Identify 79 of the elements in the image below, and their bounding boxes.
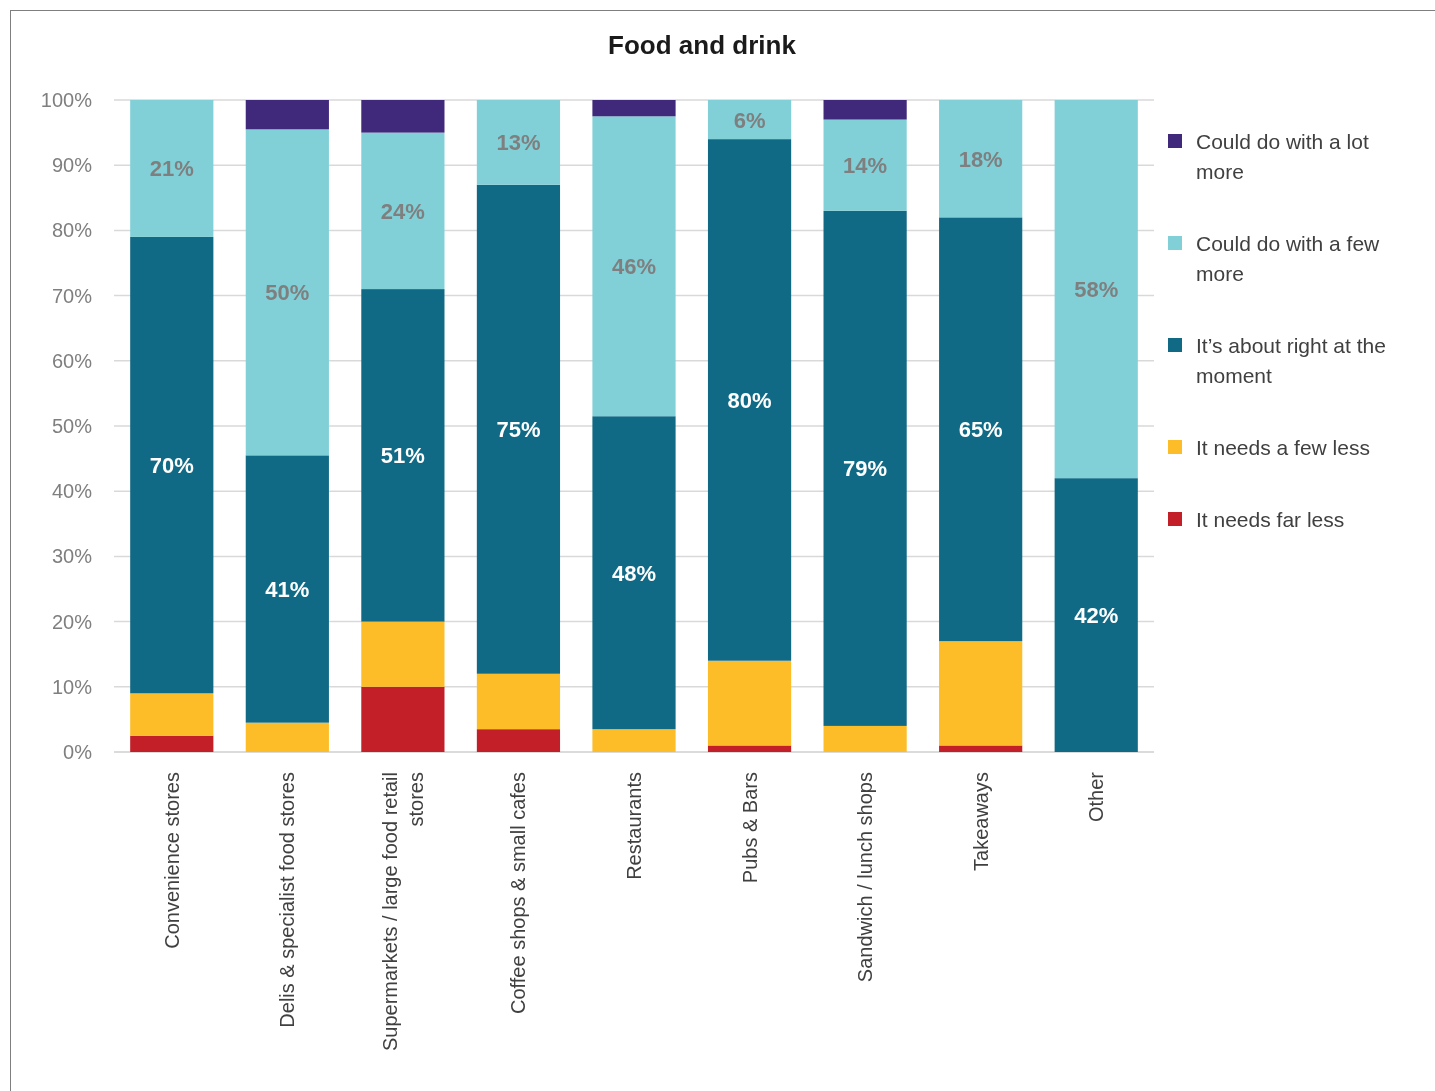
data-label: 41% bbox=[265, 576, 310, 602]
bar bbox=[592, 729, 676, 752]
bar bbox=[476, 184, 561, 674]
bar bbox=[707, 139, 792, 661]
bar bbox=[130, 236, 214, 694]
y-tick-label: 30% bbox=[51, 545, 93, 568]
x-tick-label: Delis & specialist food stores bbox=[276, 772, 299, 1028]
x-tick-label: Coffee shops & small cafes bbox=[507, 772, 530, 1014]
bar bbox=[130, 100, 214, 237]
bar bbox=[823, 725, 907, 752]
data-label: 50% bbox=[265, 279, 310, 305]
bar bbox=[939, 100, 1023, 218]
bar bbox=[823, 210, 907, 726]
bar bbox=[939, 217, 1023, 642]
bar bbox=[1054, 100, 1138, 479]
bar bbox=[823, 119, 907, 211]
chart-title: Food and drink bbox=[608, 30, 797, 60]
bar bbox=[939, 745, 1023, 752]
bar bbox=[939, 641, 1023, 746]
x-tick-label: Convenience stores bbox=[160, 772, 183, 949]
bar bbox=[823, 100, 907, 120]
x-tick-label: Pubs & Bars bbox=[738, 772, 761, 884]
data-label: 42% bbox=[1074, 602, 1119, 628]
bar bbox=[476, 100, 561, 185]
bar bbox=[707, 100, 792, 140]
data-label: 58% bbox=[1074, 276, 1119, 302]
y-tick-label: 80% bbox=[51, 219, 93, 242]
bar bbox=[707, 745, 792, 752]
legend-label: It needs a few less bbox=[1196, 435, 1370, 459]
data-label: 70% bbox=[149, 452, 194, 478]
bar bbox=[130, 735, 214, 752]
bar bbox=[245, 129, 329, 456]
y-tick-label: 10% bbox=[51, 675, 93, 698]
bar bbox=[361, 132, 445, 290]
bar bbox=[592, 116, 676, 417]
x-tick-label: Supermarkets / large food retail stores bbox=[378, 772, 427, 1052]
y-tick-label: 70% bbox=[51, 284, 93, 307]
y-tick-label: 100% bbox=[40, 89, 93, 111]
bar bbox=[130, 693, 214, 736]
bar bbox=[361, 100, 445, 133]
data-label: 46% bbox=[611, 253, 657, 279]
data-label: 18% bbox=[958, 146, 1003, 172]
x-tick-label: Restaurants bbox=[623, 772, 645, 880]
data-label: 65% bbox=[958, 416, 1003, 442]
data-label: 80% bbox=[727, 387, 772, 413]
bar bbox=[245, 722, 329, 752]
x-tick-label: Takeaways bbox=[969, 772, 992, 871]
data-label: 21% bbox=[149, 155, 194, 181]
bar bbox=[592, 100, 676, 117]
data-label: 24% bbox=[380, 198, 425, 224]
bar bbox=[476, 729, 561, 752]
bar bbox=[1054, 478, 1138, 752]
bar bbox=[592, 416, 676, 730]
bar bbox=[245, 100, 329, 130]
y-tick-label: 0% bbox=[63, 741, 93, 763]
bar bbox=[245, 455, 329, 723]
data-label: 13% bbox=[496, 129, 541, 155]
legend-label: It needs far less bbox=[1196, 507, 1345, 531]
y-tick-label: 90% bbox=[51, 154, 93, 177]
x-tick-label: Sandwich / lunch shops bbox=[854, 772, 877, 983]
legend-label: Could do with a few more bbox=[1196, 231, 1381, 285]
y-tick-label: 60% bbox=[51, 349, 93, 372]
data-label: 48% bbox=[611, 560, 657, 586]
legend-label: Could do with a lot more bbox=[1196, 129, 1369, 183]
y-tick-label: 40% bbox=[51, 480, 93, 503]
y-tick-label: 20% bbox=[51, 610, 93, 633]
bar bbox=[361, 621, 445, 687]
data-label: 6% bbox=[733, 107, 766, 133]
data-label: 51% bbox=[380, 442, 425, 468]
y-tick-label: 50% bbox=[51, 415, 93, 437]
bar bbox=[361, 289, 445, 622]
data-label: 75% bbox=[496, 416, 541, 442]
data-label: 14% bbox=[843, 152, 888, 178]
data-label: 79% bbox=[843, 455, 888, 481]
bar bbox=[361, 686, 445, 752]
bar bbox=[476, 673, 561, 730]
legend-label: It’s about right at the moment bbox=[1196, 333, 1386, 387]
x-tick-label: Other bbox=[1085, 771, 1108, 823]
bar bbox=[707, 660, 792, 746]
